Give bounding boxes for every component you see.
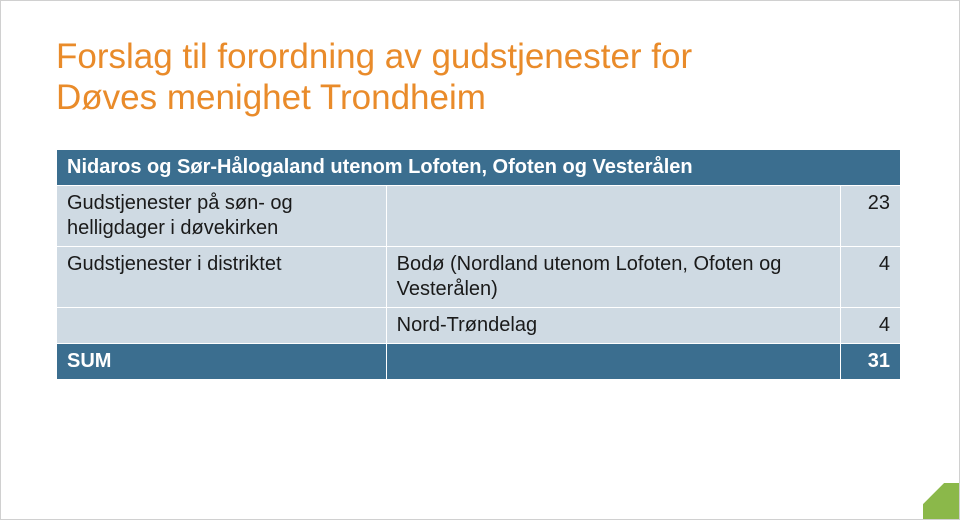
table-row: Gudstjenester på søn- og helligdager i d… [57, 185, 901, 246]
services-table: Nidaros og Sør-Hålogaland utenom Lofoten… [56, 149, 901, 380]
title-line-1: Forslag til forordning av gudstjenester … [56, 37, 692, 76]
table-cell [386, 185, 840, 246]
table-cell: Bodø (Nordland utenom Lofoten, Ofoten og… [386, 246, 840, 307]
table-cell: 4 [841, 307, 901, 343]
table-cell: Nord-Trøndelag [386, 307, 840, 343]
table-row: Nord-Trøndelag4 [57, 307, 901, 343]
table-cell: 4 [841, 246, 901, 307]
table-cell: 23 [841, 185, 901, 246]
slide: Forslag til forordning av gudstjenester … [0, 0, 960, 520]
title-line-2: Døves menighet Trondheim [56, 78, 486, 117]
table-cell: Gudstjenester på søn- og helligdager i d… [57, 185, 387, 246]
table-cell: Gudstjenester i distriktet [57, 246, 387, 307]
table-cell: SUM [57, 343, 387, 379]
table-cell [57, 307, 387, 343]
services-table-body: Nidaros og Sør-Hålogaland utenom Lofoten… [57, 149, 901, 379]
table-row: Gudstjenester i distriktetBodø (Nordland… [57, 246, 901, 307]
slide-title: Forslag til forordning av gudstjenester … [56, 36, 904, 119]
table-cell [386, 343, 840, 379]
table-cell: 31 [841, 343, 901, 379]
table-row: SUM 31 [57, 343, 901, 379]
table-cell: Nidaros og Sør-Hålogaland utenom Lofoten… [57, 149, 901, 185]
table-row: Nidaros og Sør-Hålogaland utenom Lofoten… [57, 149, 901, 185]
corner-accent-icon [923, 483, 959, 519]
